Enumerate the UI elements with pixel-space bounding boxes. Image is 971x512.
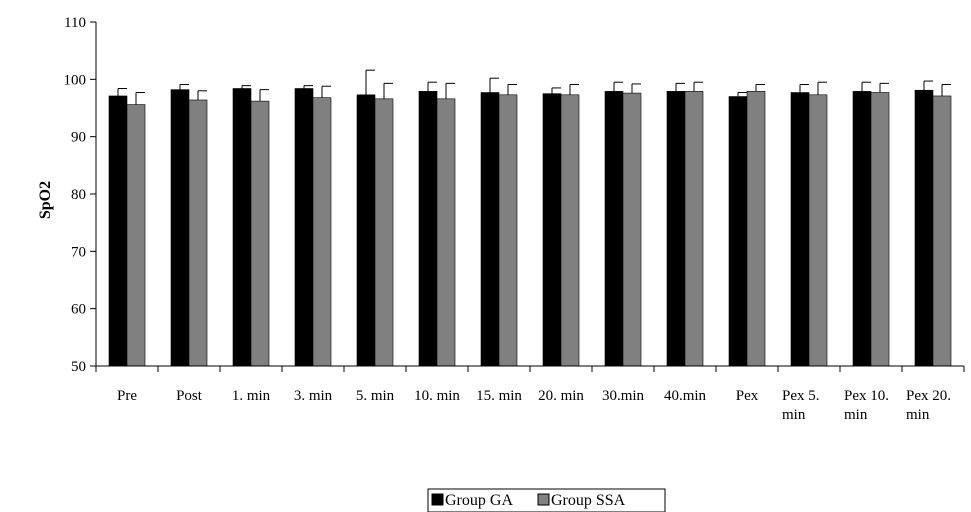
bar-group-ga: [480, 92, 500, 367]
bar-group-ssa: [746, 91, 766, 367]
y-tick-label: 80: [71, 187, 86, 203]
x-tick-label-line: 5. min: [356, 388, 395, 404]
bar-group-ssa: [808, 94, 828, 367]
x-tick-label: Pex 10. min: [844, 388, 889, 423]
bar-group-ga: [356, 94, 376, 367]
bar-group-ga: [728, 96, 748, 367]
x-tick-label: Pex 20. min: [906, 388, 951, 423]
bar-group-ssa: [498, 94, 518, 367]
y-tick-label: 50: [71, 359, 86, 375]
bar-group-ssa: [560, 94, 580, 367]
x-tick-label: 5. min: [356, 388, 395, 404]
bar-group-ga: [666, 91, 686, 367]
bar-group-ssa: [870, 92, 890, 367]
legend-swatch-group-ssa: [537, 493, 550, 506]
bar-group-ga: [604, 91, 624, 367]
bar-group-ssa: [436, 98, 456, 367]
y-tick-label: 100: [64, 72, 87, 88]
legend-label-group-ga: Group GA: [445, 492, 513, 509]
legend-label-group-ssa: Group SSA: [551, 492, 626, 509]
x-tick-label-line: 1. min: [232, 388, 271, 404]
legend-swatch-group-ga: [431, 493, 444, 506]
bar-group-ga: [232, 88, 252, 367]
x-tick-label: 40.min: [664, 388, 707, 404]
x-tick-label-line: Pre: [117, 388, 137, 404]
bar-group-ssa: [374, 98, 394, 367]
y-tick-label: 110: [64, 15, 86, 31]
bar-group-ga: [852, 91, 872, 367]
x-tick-label: Pex: [736, 388, 759, 404]
bar-group-ga: [542, 93, 562, 367]
x-tick-label-line: 30.min: [602, 388, 645, 404]
y-tick-label: 60: [71, 302, 86, 318]
x-tick-label: 1. min: [232, 388, 271, 404]
bar-group-ga: [170, 89, 190, 367]
bar-group-ssa: [188, 99, 208, 367]
x-tick-label: 10. min: [414, 388, 460, 404]
x-tick-label-line: 40.min: [664, 388, 707, 404]
x-tick-label-line: 10. min: [414, 388, 460, 404]
x-tick-label: 3. min: [294, 388, 333, 404]
x-tick-label-line: 3. min: [294, 388, 333, 404]
x-tick-label: Post: [176, 388, 203, 404]
y-tick-label: 70: [71, 244, 86, 260]
x-tick-label-line: min: [844, 407, 868, 423]
bar-group-ga: [914, 89, 934, 367]
x-tick-label-line: min: [782, 407, 806, 423]
bar-group-ssa: [250, 100, 270, 367]
legend: Group GA Group SSA: [427, 488, 666, 512]
bar-group-ssa: [622, 92, 642, 367]
bar-group-ssa: [932, 95, 952, 367]
x-tick-label-line: Pex: [736, 388, 759, 404]
y-axis-label: SpO2: [37, 181, 54, 219]
x-tick-label-line: Pex 20.: [906, 388, 951, 404]
bar-group-ssa: [126, 104, 146, 367]
x-tick-label-line: min: [906, 407, 930, 423]
y-tick-label: 90: [71, 130, 86, 146]
x-tick-label: 15. min: [476, 388, 522, 404]
x-tick-label-line: Pex 10.: [844, 388, 889, 404]
x-tick-label: 30.min: [602, 388, 645, 404]
axes-layer: 50 60 70 80 90 100 110 Pre Post 1. min 3. min 5. mi…: [64, 15, 965, 423]
x-tick-label-line: Pex 5.: [782, 388, 820, 404]
x-tick-label-line: 15. min: [476, 388, 522, 404]
bar-group-ga: [790, 92, 810, 367]
bar-group-ga: [108, 95, 128, 367]
bar-group-ga: [418, 91, 438, 367]
x-tick-label: Pex 5. min: [782, 388, 820, 423]
x-tick-label-line: 20. min: [538, 388, 584, 404]
x-tick-label: 20. min: [538, 388, 584, 404]
x-tick-label: Pre: [117, 388, 137, 404]
bar-group-ga: [294, 88, 314, 367]
bar-group-ssa: [312, 97, 332, 367]
x-tick-label-line: Post: [176, 388, 203, 404]
bar-group-ssa: [684, 91, 704, 367]
bars-layer: [108, 69, 952, 367]
